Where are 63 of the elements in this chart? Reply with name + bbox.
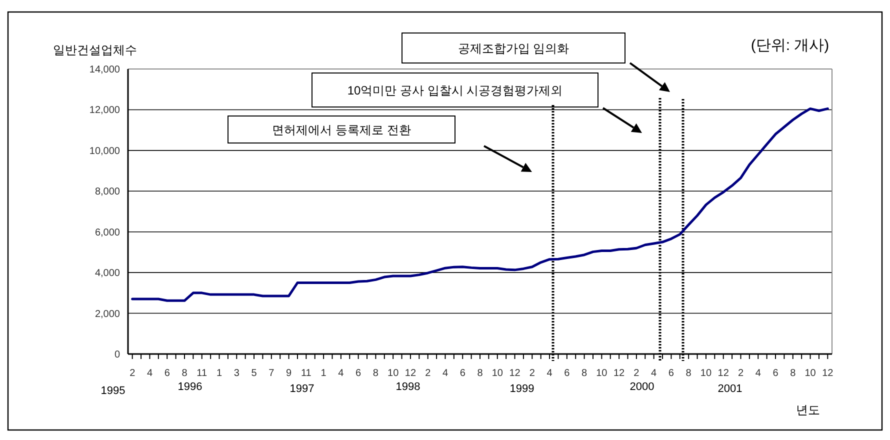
y-tick-label: 10,000: [89, 146, 120, 157]
x-tick-label: 6: [668, 368, 674, 379]
x-tick-label: 11: [300, 368, 312, 379]
x-tick-label: 12: [509, 368, 521, 379]
x-tick-label: 2: [425, 368, 432, 379]
x-tick-label: 8: [182, 368, 188, 379]
annotation: 면허제에서 등록제로 전환: [272, 123, 411, 137]
y-tick-label: 14,000: [89, 64, 120, 76]
y-tick-label: 6,000: [94, 227, 120, 238]
x-tick-label: 2: [130, 368, 136, 379]
x-tick-label: 1: [320, 368, 327, 379]
x-tick-label: 2: [529, 368, 536, 379]
x-tick-label: 7: [268, 368, 275, 379]
x-tick-label: 12: [404, 368, 416, 379]
x-tick-label: 4: [755, 368, 762, 379]
x-tick-label: 8: [372, 368, 379, 379]
x-tick-label: 4: [546, 368, 553, 379]
x-tick-label: 6: [356, 368, 362, 379]
x-tick-label: 9: [286, 368, 292, 379]
x-tick-label: 2: [634, 368, 640, 379]
y-tick-label: 4,000: [94, 268, 120, 280]
x-tick-label: 12: [718, 368, 730, 379]
x-tick-label: 3: [234, 368, 240, 379]
x-tick-label: 5: [251, 368, 258, 379]
y-axis-title: 일반건설업체수: [53, 43, 137, 57]
x-tick-label: 10: [596, 368, 608, 379]
text: 2001: [718, 383, 742, 395]
x-tick-label: 4: [338, 368, 344, 379]
x-tick-label: 1: [216, 368, 222, 379]
x-tick-label: 8: [686, 368, 692, 379]
y-tick-label: 2,000: [94, 308, 120, 320]
x-tick-label: 6: [460, 368, 466, 379]
x-tick-label: 10: [492, 368, 504, 379]
annotation: 10억미만 공사 입찰시 시공경험평가제외: [347, 84, 563, 98]
x-tick-label: 6: [164, 368, 170, 379]
line-series: [131, 107, 829, 302]
x-tick-label: 11: [196, 368, 208, 379]
x-tick-label: 10: [388, 368, 400, 379]
y-tick-label: 12,000: [89, 105, 120, 116]
x-tick-label: 12: [614, 368, 626, 379]
x-tick-label: 8: [582, 368, 588, 379]
text: 2000: [630, 381, 654, 393]
text: 1996: [178, 381, 202, 393]
x-tick-label: 4: [651, 368, 658, 379]
text: 1995: [100, 385, 126, 397]
x-tick-label: 6: [564, 368, 570, 379]
x-tick-label: 4: [146, 368, 153, 379]
text: 1999: [510, 383, 534, 395]
text: 공제조합가입 임의화: [458, 42, 570, 56]
text: 1998: [396, 381, 420, 393]
x-tick-label: 8: [790, 368, 796, 379]
x-tick-label: 10: [700, 368, 712, 379]
x-tick-label: 12: [822, 368, 834, 379]
x-tick-label: 4: [442, 368, 448, 379]
text: (단위: 개사): [750, 37, 830, 54]
x-tick-label: 10: [804, 368, 816, 379]
y-tick-label: 8,000: [94, 186, 120, 198]
y-tick-label: 0: [114, 350, 120, 360]
x-tick-label: 6: [772, 368, 779, 379]
text: 1997: [290, 383, 314, 395]
x-tick-label: 2: [738, 368, 744, 379]
x-tick-label: 8: [477, 368, 484, 379]
x-axis-title: 년도: [796, 403, 820, 417]
